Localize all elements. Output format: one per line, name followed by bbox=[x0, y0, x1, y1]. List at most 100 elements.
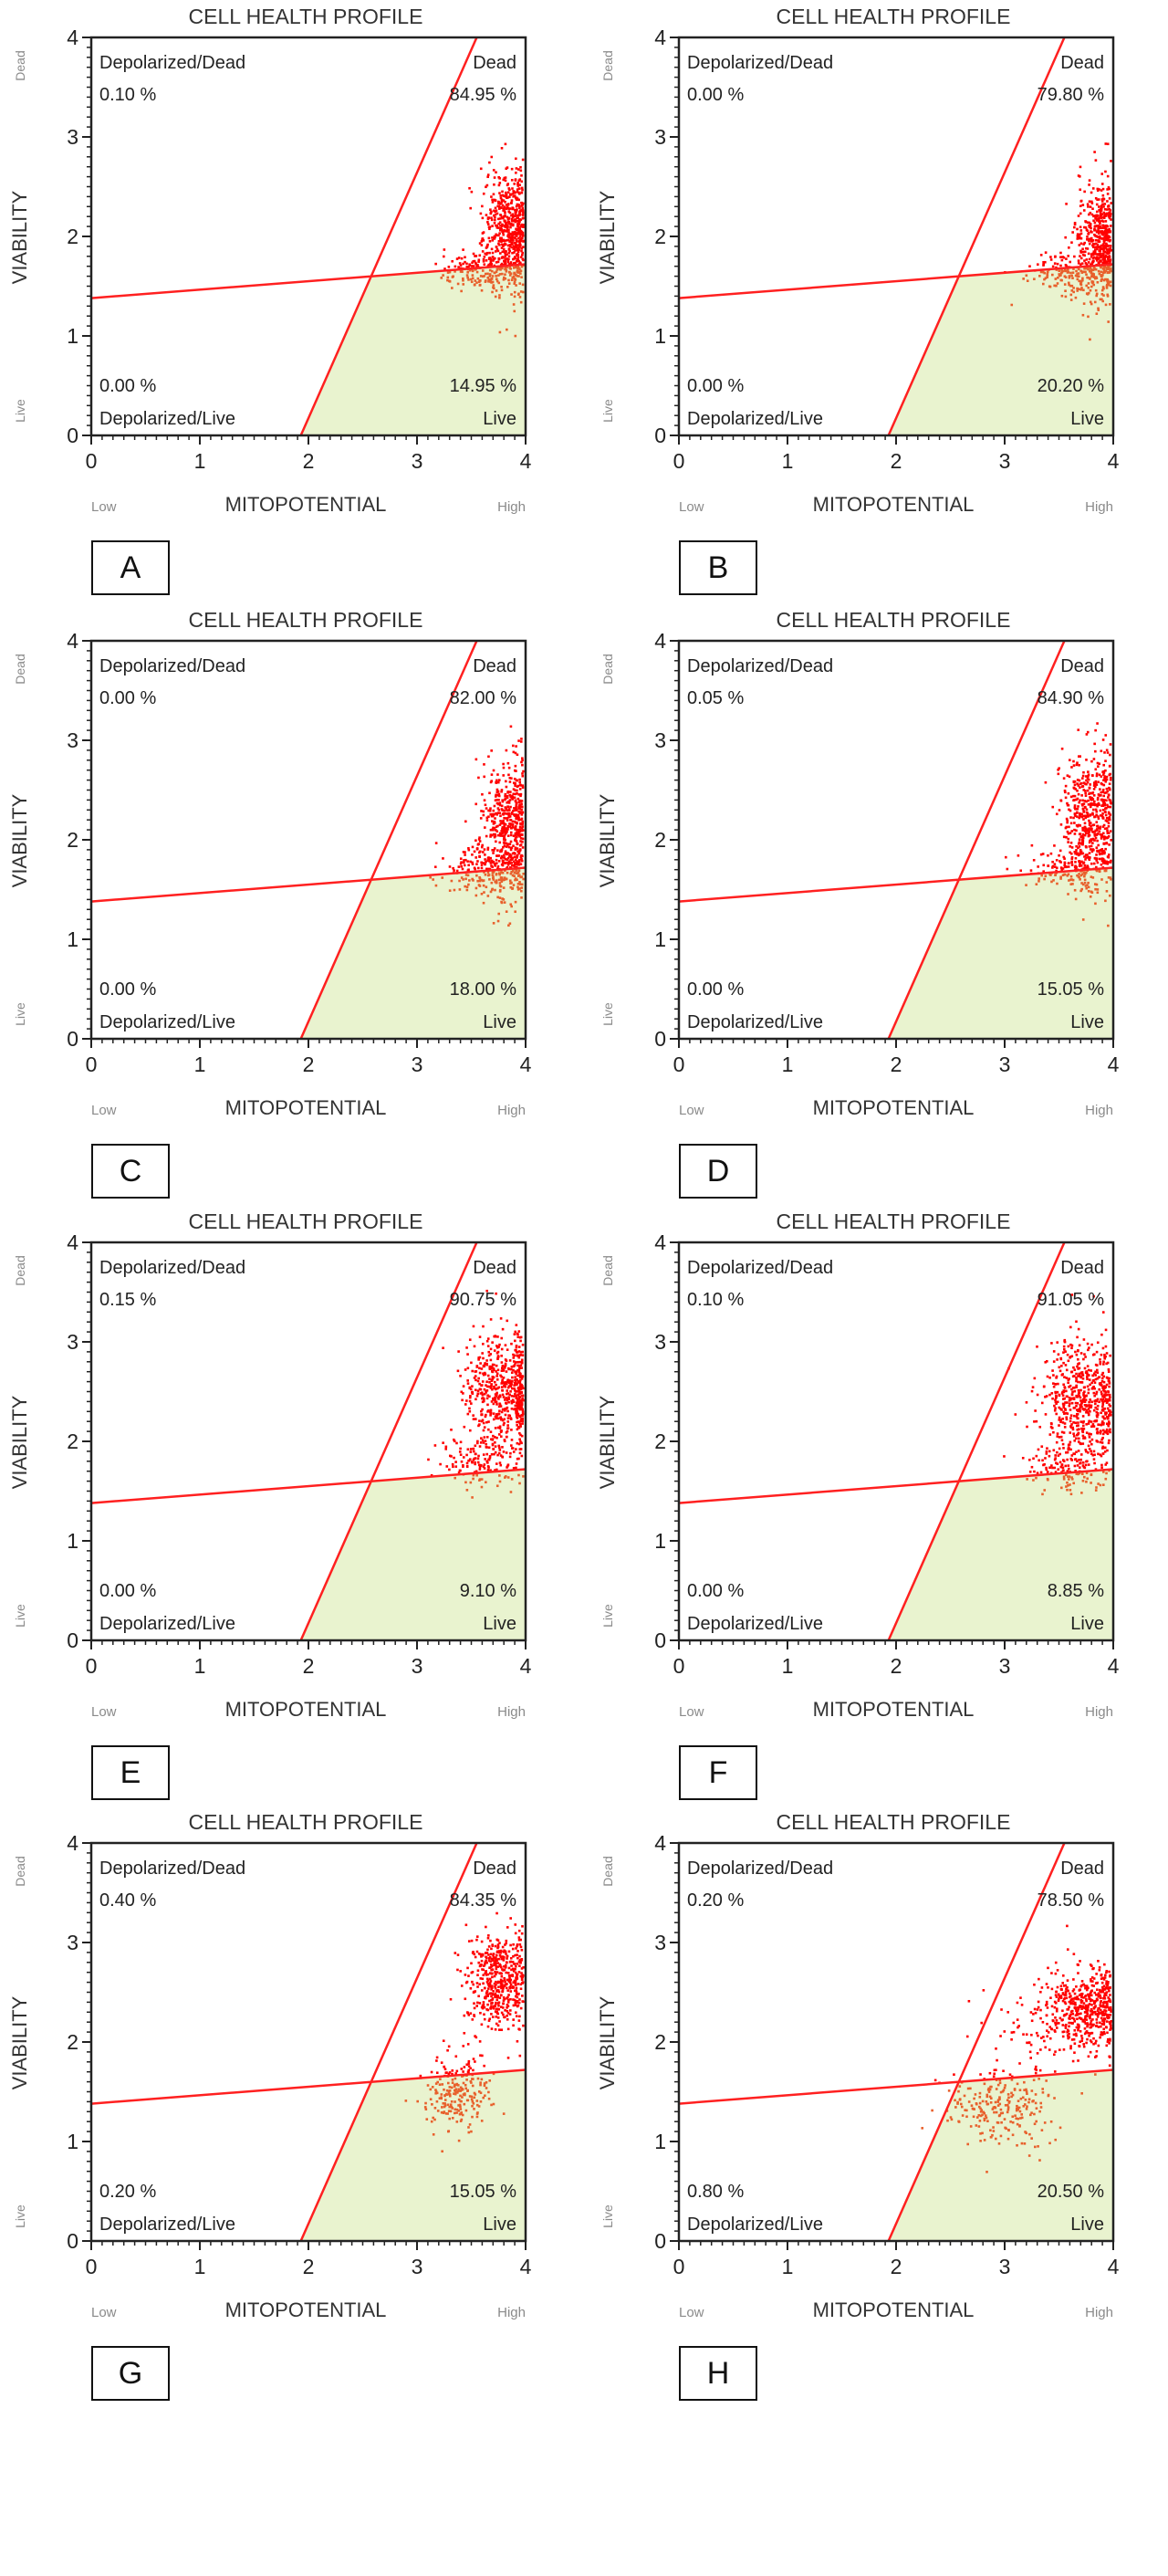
data-point bbox=[497, 1433, 501, 1436]
data-point bbox=[500, 1410, 504, 1414]
data-point bbox=[510, 199, 514, 202]
data-point bbox=[1043, 277, 1046, 281]
data-point bbox=[1105, 881, 1109, 884]
data-point bbox=[1090, 875, 1093, 878]
data-point bbox=[1094, 902, 1097, 906]
data-point bbox=[514, 858, 517, 862]
data-point bbox=[1103, 852, 1106, 855]
data-point bbox=[485, 1445, 488, 1449]
data-point bbox=[519, 1335, 523, 1339]
data-point bbox=[515, 1466, 517, 1470]
data-point bbox=[1048, 1466, 1051, 1470]
data-point bbox=[1096, 891, 1100, 895]
data-point bbox=[1104, 1345, 1108, 1348]
data-point bbox=[507, 815, 511, 819]
data-point bbox=[504, 176, 507, 179]
data-point bbox=[1063, 1339, 1066, 1343]
data-point bbox=[1109, 258, 1112, 261]
data-point bbox=[1095, 1440, 1099, 1442]
data-point bbox=[505, 204, 508, 206]
data-point bbox=[1056, 1390, 1059, 1394]
data-point bbox=[466, 869, 470, 872]
data-point bbox=[488, 878, 491, 881]
data-point bbox=[499, 1454, 503, 1457]
data-point bbox=[497, 1405, 501, 1408]
data-point bbox=[1094, 257, 1098, 260]
data-point bbox=[512, 245, 516, 248]
data-point bbox=[487, 225, 491, 229]
data-point bbox=[511, 886, 515, 890]
data-point bbox=[519, 818, 523, 822]
data-point bbox=[499, 1463, 503, 1467]
data-point bbox=[1079, 257, 1083, 260]
data-points bbox=[1004, 142, 1113, 341]
data-point bbox=[1104, 899, 1107, 903]
data-point bbox=[1093, 233, 1096, 236]
data-point bbox=[1104, 227, 1108, 231]
data-point bbox=[440, 277, 443, 279]
data-point bbox=[1055, 866, 1058, 870]
data-point bbox=[495, 1345, 498, 1347]
data-point bbox=[515, 1408, 517, 1411]
data-point bbox=[503, 1367, 506, 1369]
data-point bbox=[1067, 865, 1070, 868]
data-point bbox=[514, 853, 516, 855]
data-point bbox=[1103, 1356, 1107, 1360]
data-point bbox=[515, 804, 518, 807]
data-point bbox=[1078, 175, 1081, 178]
dead-percent: 90.75 % bbox=[450, 1290, 517, 1310]
data-point bbox=[1057, 1353, 1060, 1356]
data-point bbox=[513, 777, 516, 780]
data-point bbox=[1102, 256, 1106, 258]
data-point bbox=[500, 1367, 504, 1370]
data-point bbox=[1039, 853, 1043, 856]
data-point bbox=[516, 250, 520, 254]
data-point bbox=[1090, 1381, 1093, 1385]
data-point bbox=[1096, 888, 1100, 891]
data-point bbox=[1108, 1377, 1111, 1380]
data-point bbox=[485, 807, 488, 810]
data-point bbox=[1069, 284, 1072, 288]
data-point bbox=[1090, 1343, 1093, 1346]
data-point bbox=[1064, 1401, 1067, 1404]
data-point bbox=[1092, 1391, 1096, 1395]
data-point bbox=[1095, 238, 1098, 242]
data-point bbox=[482, 862, 485, 864]
data-point bbox=[491, 198, 494, 202]
data-point bbox=[487, 280, 490, 283]
data-point bbox=[1085, 1395, 1088, 1398]
data-point bbox=[1105, 1428, 1109, 1431]
data-point bbox=[453, 869, 455, 872]
data-point bbox=[467, 883, 470, 886]
data-point bbox=[1093, 228, 1096, 232]
data-point bbox=[500, 1361, 504, 1364]
data-point bbox=[475, 847, 479, 850]
data-point bbox=[506, 228, 509, 232]
data-point bbox=[1061, 1442, 1065, 1446]
data-point bbox=[1033, 1377, 1037, 1380]
data-point bbox=[1107, 796, 1110, 799]
data-point bbox=[1103, 851, 1106, 853]
data-point bbox=[1095, 1364, 1099, 1367]
data-point bbox=[514, 832, 517, 835]
data-point bbox=[1066, 1481, 1069, 1484]
data-point bbox=[1105, 827, 1109, 830]
data-point bbox=[483, 1436, 486, 1439]
data-point bbox=[511, 820, 515, 823]
data-point bbox=[520, 857, 523, 861]
data-point bbox=[508, 862, 512, 865]
data-point bbox=[504, 243, 507, 246]
data-point bbox=[1105, 242, 1108, 246]
data-point bbox=[513, 820, 516, 823]
data-point bbox=[472, 1414, 474, 1417]
data-point bbox=[1079, 1388, 1082, 1392]
data-point bbox=[517, 204, 521, 207]
data-point bbox=[1095, 772, 1099, 775]
data-point bbox=[1090, 253, 1093, 256]
data-point bbox=[1090, 1452, 1093, 1455]
data-point bbox=[1105, 1401, 1109, 1404]
data-point bbox=[514, 215, 516, 217]
data-point bbox=[504, 832, 506, 836]
data-point bbox=[504, 179, 507, 183]
data-point bbox=[1104, 142, 1108, 145]
